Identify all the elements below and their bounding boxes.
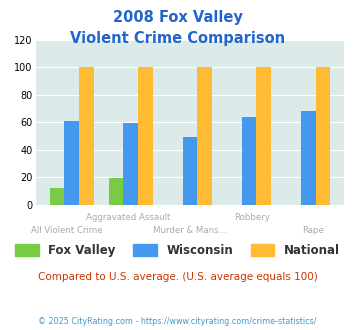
Text: Violent Crime Comparison: Violent Crime Comparison (70, 31, 285, 46)
Bar (316, 67, 330, 205)
Text: 2008 Fox Valley: 2008 Fox Valley (113, 10, 242, 25)
Bar (50, 188, 64, 205)
Legend: Fox Valley, Wisconsin, National: Fox Valley, Wisconsin, National (15, 244, 340, 257)
Bar (109, 179, 124, 205)
Bar (79, 67, 94, 205)
Text: Compared to U.S. average. (U.S. average equals 100): Compared to U.S. average. (U.S. average … (38, 272, 317, 282)
Bar (301, 111, 316, 205)
Text: Robbery: Robbery (234, 213, 270, 222)
Bar (242, 116, 256, 205)
Text: All Violent Crime: All Violent Crime (31, 226, 102, 235)
Text: Rape: Rape (302, 226, 324, 235)
Bar (256, 67, 271, 205)
Bar (138, 67, 153, 205)
Bar (182, 137, 197, 205)
Bar (124, 123, 138, 205)
Bar (64, 121, 79, 205)
Bar (197, 67, 212, 205)
Text: Aggravated Assault: Aggravated Assault (86, 213, 170, 222)
Text: Murder & Mans...: Murder & Mans... (153, 226, 227, 235)
Text: © 2025 CityRating.com - https://www.cityrating.com/crime-statistics/: © 2025 CityRating.com - https://www.city… (38, 317, 317, 326)
